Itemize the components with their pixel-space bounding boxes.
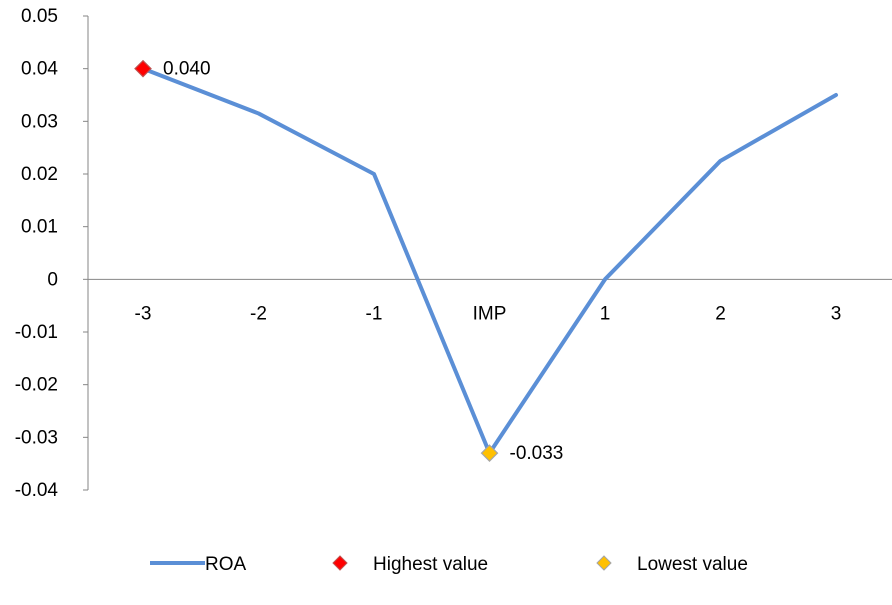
legend: ROA Highest value Lowest value bbox=[150, 554, 748, 575]
y-tick-label: -0.02 bbox=[15, 375, 58, 396]
x-tick-label: 2 bbox=[715, 303, 726, 324]
x-tick-label: 3 bbox=[831, 303, 842, 324]
y-tick-label: 0.02 bbox=[21, 164, 58, 185]
y-tick-label: -0.03 bbox=[15, 427, 58, 448]
y-tick-label: 0.05 bbox=[21, 6, 58, 27]
legend-label-highest-value: Highest value bbox=[373, 554, 488, 575]
marker-lowest-value bbox=[480, 444, 499, 462]
y-axis: 0.05 0.04 0.03 0.02 0.01 0 -0.01 -0.02 -0.03 -0.0… bbox=[15, 6, 89, 501]
y-tick-label: -0.04 bbox=[15, 480, 59, 501]
x-tick-label: IMP bbox=[473, 303, 507, 324]
legend-label-lowest-value: Lowest value bbox=[637, 554, 748, 575]
y-tick-label: 0.04 bbox=[21, 59, 58, 80]
y-tick-label: -0.01 bbox=[15, 322, 58, 343]
x-tick-label: -1 bbox=[366, 303, 383, 324]
x-axis: -3 -2 -1 IMP 1 2 3 bbox=[88, 278, 892, 324]
x-tick-label: 1 bbox=[600, 303, 611, 324]
legend-swatch-highest-value bbox=[332, 555, 348, 571]
marker-highest-value bbox=[134, 59, 152, 78]
legend-swatch-lowest-value bbox=[596, 555, 612, 571]
highlight-markers: 0.040 -0.033 bbox=[134, 59, 564, 464]
x-tick-label: -2 bbox=[250, 303, 267, 324]
series-line-roa bbox=[141, 66, 838, 456]
data-label-lowest-value: -0.033 bbox=[510, 443, 564, 464]
legend-label-roa: ROA bbox=[205, 554, 247, 575]
y-tick-label: 0.01 bbox=[21, 217, 58, 238]
y-tick-label: 0 bbox=[47, 269, 58, 290]
x-tick-label: -3 bbox=[135, 303, 152, 324]
series-roa bbox=[141, 66, 838, 456]
data-label-highest-value: 0.040 bbox=[163, 59, 211, 80]
y-tick-label: 0.03 bbox=[21, 111, 58, 132]
